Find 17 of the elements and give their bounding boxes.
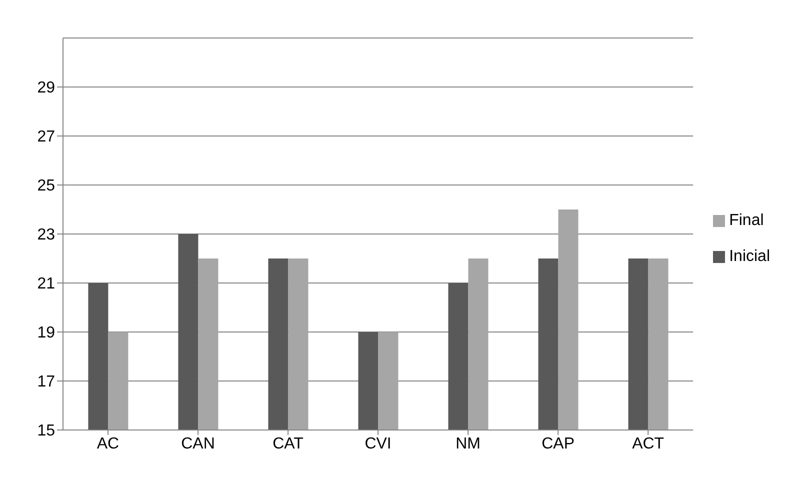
- x-tick-label: CAN: [181, 435, 215, 452]
- y-tick-label: 17: [37, 374, 56, 391]
- x-tick-label: AC: [96, 435, 120, 452]
- x-tick-label: CAT: [272, 435, 304, 452]
- legend-label: Final: [729, 212, 764, 229]
- y-tick-label: 15: [37, 422, 56, 440]
- y-tick-label: 27: [37, 128, 56, 146]
- legend-label: Inicial: [729, 248, 770, 265]
- x-tick-label: CAP: [542, 435, 575, 452]
- y-tick-label: 23: [37, 226, 56, 244]
- y-tick-label: 21: [37, 276, 56, 293]
- y-tick-label: 25: [37, 178, 56, 195]
- y-tick-label: 19: [37, 324, 56, 342]
- x-tick-label: NM: [456, 435, 481, 452]
- y-tick-label: 29: [37, 80, 56, 97]
- x-tick-label: ACT: [632, 435, 664, 452]
- x-tick-label: CVI: [364, 435, 392, 452]
